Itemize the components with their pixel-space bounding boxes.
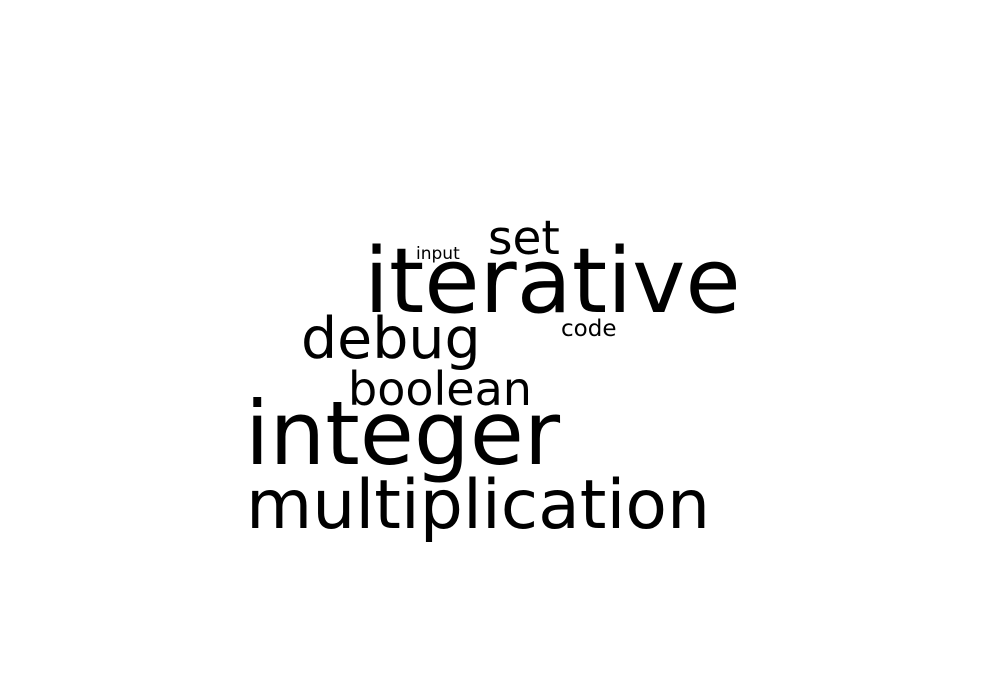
word-code: code — [561, 316, 617, 342]
word-debug: debug — [301, 306, 481, 372]
word-integer: integer — [245, 382, 561, 485]
word-iterative: iterative — [364, 229, 741, 334]
word-boolean: boolean — [348, 362, 532, 416]
word-set: set — [488, 211, 560, 266]
word-input: input — [416, 244, 460, 264]
word-multiplication: multiplication — [246, 466, 711, 545]
